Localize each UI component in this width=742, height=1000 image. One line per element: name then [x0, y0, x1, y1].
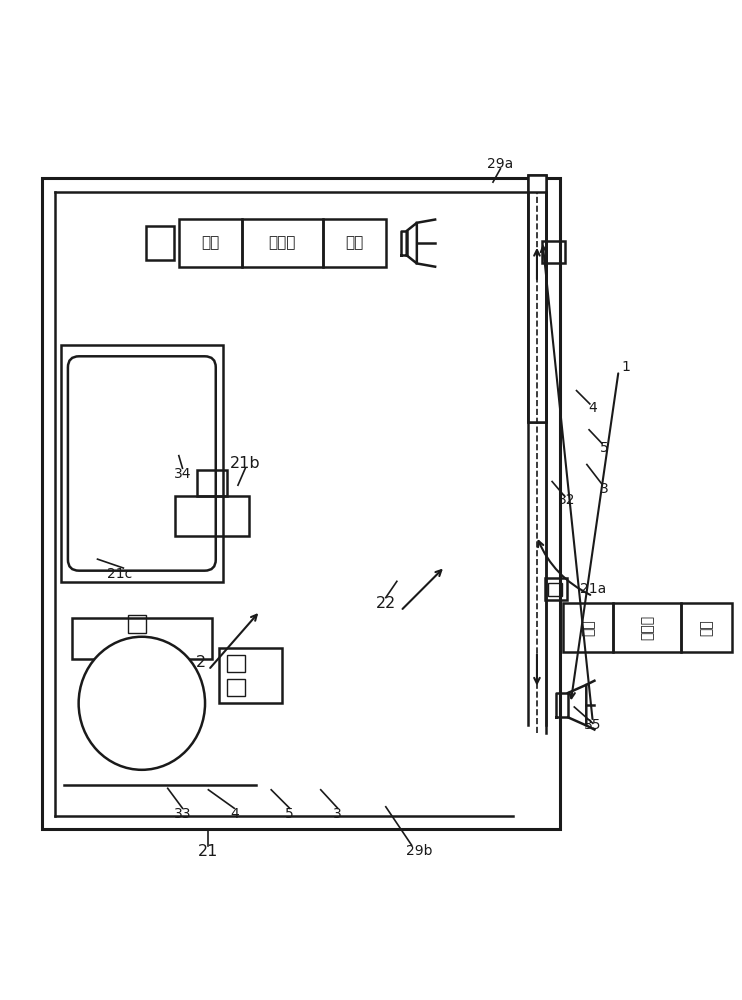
Text: 21: 21 — [198, 844, 219, 859]
Bar — [528, 175, 546, 422]
Bar — [227, 679, 246, 696]
Bar — [542, 241, 565, 263]
Text: 使用中: 使用中 — [640, 615, 654, 640]
Text: 3: 3 — [600, 482, 608, 496]
Text: 关闭: 关闭 — [581, 619, 595, 636]
Bar — [175, 496, 249, 536]
Text: 32: 32 — [558, 493, 576, 507]
Text: 2: 2 — [196, 655, 206, 670]
Ellipse shape — [79, 637, 205, 770]
Text: 5: 5 — [286, 807, 294, 821]
Bar — [74, 359, 210, 568]
Bar — [545, 578, 567, 600]
Bar — [242, 219, 323, 267]
Text: 打开: 打开 — [345, 236, 364, 251]
Text: 22: 22 — [375, 596, 396, 611]
Text: 打开: 打开 — [700, 619, 714, 636]
Text: 关闭: 关闭 — [201, 236, 220, 251]
Text: 21c: 21c — [107, 567, 132, 581]
Text: 5: 5 — [600, 441, 608, 455]
Bar — [61, 345, 223, 582]
Bar — [227, 655, 246, 672]
Bar — [323, 219, 386, 267]
Bar — [197, 470, 227, 496]
Text: 4: 4 — [588, 401, 597, 415]
Bar — [42, 178, 559, 829]
Text: 上锁中: 上锁中 — [269, 236, 296, 251]
Text: 33: 33 — [174, 807, 191, 821]
Bar — [220, 648, 282, 703]
Bar — [614, 603, 681, 652]
Text: 1: 1 — [622, 360, 631, 374]
Bar — [528, 175, 546, 422]
Text: 3: 3 — [333, 807, 342, 821]
Text: 21b: 21b — [230, 456, 260, 471]
Text: 29a: 29a — [487, 157, 513, 171]
Bar — [548, 583, 562, 596]
Bar — [179, 219, 242, 267]
Bar — [681, 603, 732, 652]
Bar — [128, 615, 146, 633]
Bar — [145, 226, 174, 260]
Text: 4: 4 — [230, 807, 239, 821]
Bar — [563, 603, 614, 652]
Text: 21a: 21a — [580, 582, 606, 596]
FancyBboxPatch shape — [68, 356, 216, 571]
Text: 34: 34 — [174, 467, 191, 481]
Text: 29b: 29b — [406, 844, 433, 858]
Bar — [72, 618, 212, 659]
Text: 35: 35 — [584, 718, 602, 732]
